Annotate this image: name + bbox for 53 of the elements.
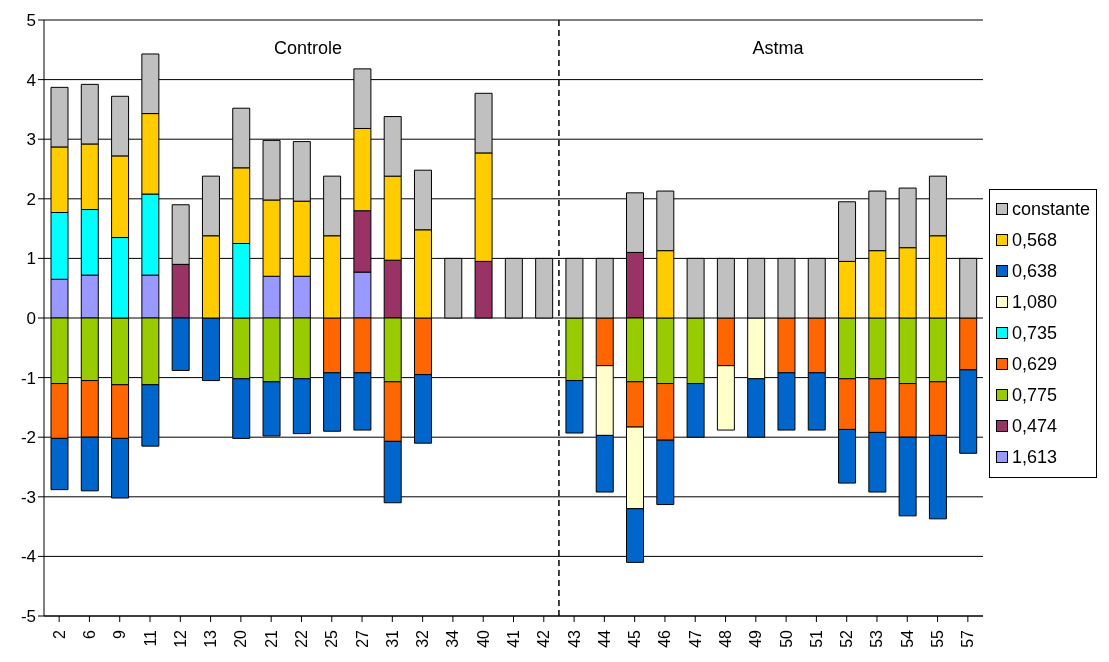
x-tick-label: 54 <box>898 629 916 648</box>
x-tick-label: 49 <box>747 629 765 648</box>
legend-label: 0,638 <box>1012 260 1058 282</box>
y-tick-label: -1 <box>20 368 36 388</box>
legend-label: 1,613 <box>1012 446 1058 468</box>
x-tick-label: 31 <box>383 629 401 648</box>
x-tick-label: 40 <box>474 629 492 648</box>
x-tick-label: 21 <box>262 629 280 648</box>
x-tick-label: 32 <box>414 629 432 648</box>
y-tick-label: -3 <box>20 487 36 507</box>
x-tick-label: 46 <box>656 629 674 648</box>
legend-label: 1,080 <box>1012 291 1058 313</box>
x-tick-label: 12 <box>171 629 189 648</box>
x-tick-label: 50 <box>777 629 795 648</box>
x-tick-label: 45 <box>626 629 644 648</box>
y-tick-label: 3 <box>26 130 36 150</box>
x-tick-label: 13 <box>202 629 220 648</box>
x-tick-label: 48 <box>717 629 735 648</box>
y-tick-label: 5 <box>26 11 36 31</box>
x-tick-label: 6 <box>80 629 98 639</box>
x-tick-label: 41 <box>505 629 522 648</box>
x-tick-label: 55 <box>929 629 947 648</box>
x-tick-label: 52 <box>838 629 856 648</box>
x-tick-label: 53 <box>868 629 886 648</box>
y-tick-label: -4 <box>20 547 36 567</box>
legend-label: 0,735 <box>1012 322 1058 344</box>
x-tick-label: 11 <box>141 629 159 647</box>
x-tick-label: 27 <box>353 629 371 648</box>
annotation: Astma <box>752 38 804 59</box>
x-tick-label: 20 <box>232 629 250 648</box>
y-tick-label: -5 <box>20 607 36 627</box>
y-tick-label: 4 <box>26 70 36 90</box>
x-tick-label: 42 <box>535 629 553 648</box>
x-tick-label: 47 <box>686 629 704 648</box>
x-tick-label: 25 <box>323 629 341 648</box>
x-tick-label: 34 <box>444 629 462 648</box>
x-tick-label: 2 <box>50 629 68 639</box>
x-tick-label: 44 <box>595 629 613 648</box>
x-tick-label: 43 <box>565 629 583 648</box>
y-tick-label: 0 <box>26 309 36 329</box>
legend-label: 0,474 <box>1012 415 1058 437</box>
x-tick-label: 57 <box>959 629 977 648</box>
y-tick-label: 1 <box>26 249 36 269</box>
legend-label: 0,775 <box>1012 384 1058 406</box>
legend-label: constante <box>1012 198 1091 220</box>
x-tick-label: 22 <box>292 629 310 648</box>
y-tick-label: -2 <box>20 428 36 448</box>
legend-label: 0,568 <box>1012 229 1058 251</box>
y-tick-label: 2 <box>26 189 36 209</box>
annotation: Controle <box>273 38 343 59</box>
legend-label: 0,629 <box>1012 353 1058 375</box>
x-tick-label: 51 <box>807 629 825 648</box>
x-tick-label: 9 <box>111 629 129 639</box>
